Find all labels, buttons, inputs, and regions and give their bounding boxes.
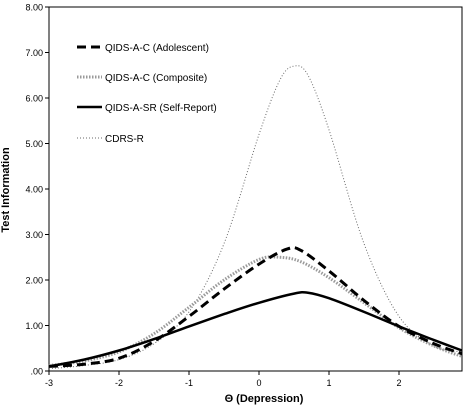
x-axis-label: Θ (Depression) bbox=[225, 393, 304, 405]
x-tick-label: -1 bbox=[185, 378, 193, 388]
y-tick-label: 1.00 bbox=[25, 321, 43, 331]
legend-label-cdrs: CDRS-R bbox=[105, 134, 144, 145]
series-line-adolescent bbox=[48, 246, 463, 368]
legend-item-cdrs: CDRS-R bbox=[77, 134, 144, 145]
y-tick-label: 8.00 bbox=[25, 3, 43, 13]
legend-label-self-report: QIDS-A-SR (Self-Report) bbox=[105, 103, 217, 114]
y-tick-label: 5.00 bbox=[25, 139, 43, 149]
legend-label-adolescent: QIDS-A-C (Adolescent) bbox=[105, 43, 209, 54]
y-tick-label: 2.00 bbox=[25, 276, 43, 286]
y-tick-label: 7.00 bbox=[25, 48, 43, 58]
legend-label-composite: QIDS-A-C (Composite) bbox=[105, 73, 207, 84]
legend-item-composite: QIDS-A-C (Composite) bbox=[77, 73, 207, 84]
legend-item-adolescent: QIDS-A-C (Adolescent) bbox=[77, 43, 209, 54]
series-line-composite bbox=[48, 255, 463, 367]
x-tick-label: -2 bbox=[115, 378, 123, 388]
x-tick-label: 0 bbox=[256, 378, 261, 388]
y-tick-label: 3.00 bbox=[25, 230, 43, 240]
x-tick-label: 2 bbox=[396, 378, 401, 388]
legend: QIDS-A-C (Adolescent) QIDS-A-C (Composit… bbox=[77, 43, 217, 145]
y-tick-label: 6.00 bbox=[25, 94, 43, 104]
plot-frame bbox=[48, 6, 463, 372]
y-tick-label: 4.00 bbox=[25, 185, 43, 195]
y-tick-label: .00 bbox=[30, 367, 43, 377]
x-tick-label: -3 bbox=[45, 378, 53, 388]
plot-area: .00 1.00 2.00 3.00 4.00 5.00 6.00 7.00 8.00 -3 -2 -… bbox=[25, 3, 463, 388]
x-tick-label: 1 bbox=[326, 378, 331, 388]
y-axis-label: Test Information bbox=[0, 147, 12, 233]
legend-item-self-report: QIDS-A-SR (Self-Report) bbox=[77, 103, 217, 114]
